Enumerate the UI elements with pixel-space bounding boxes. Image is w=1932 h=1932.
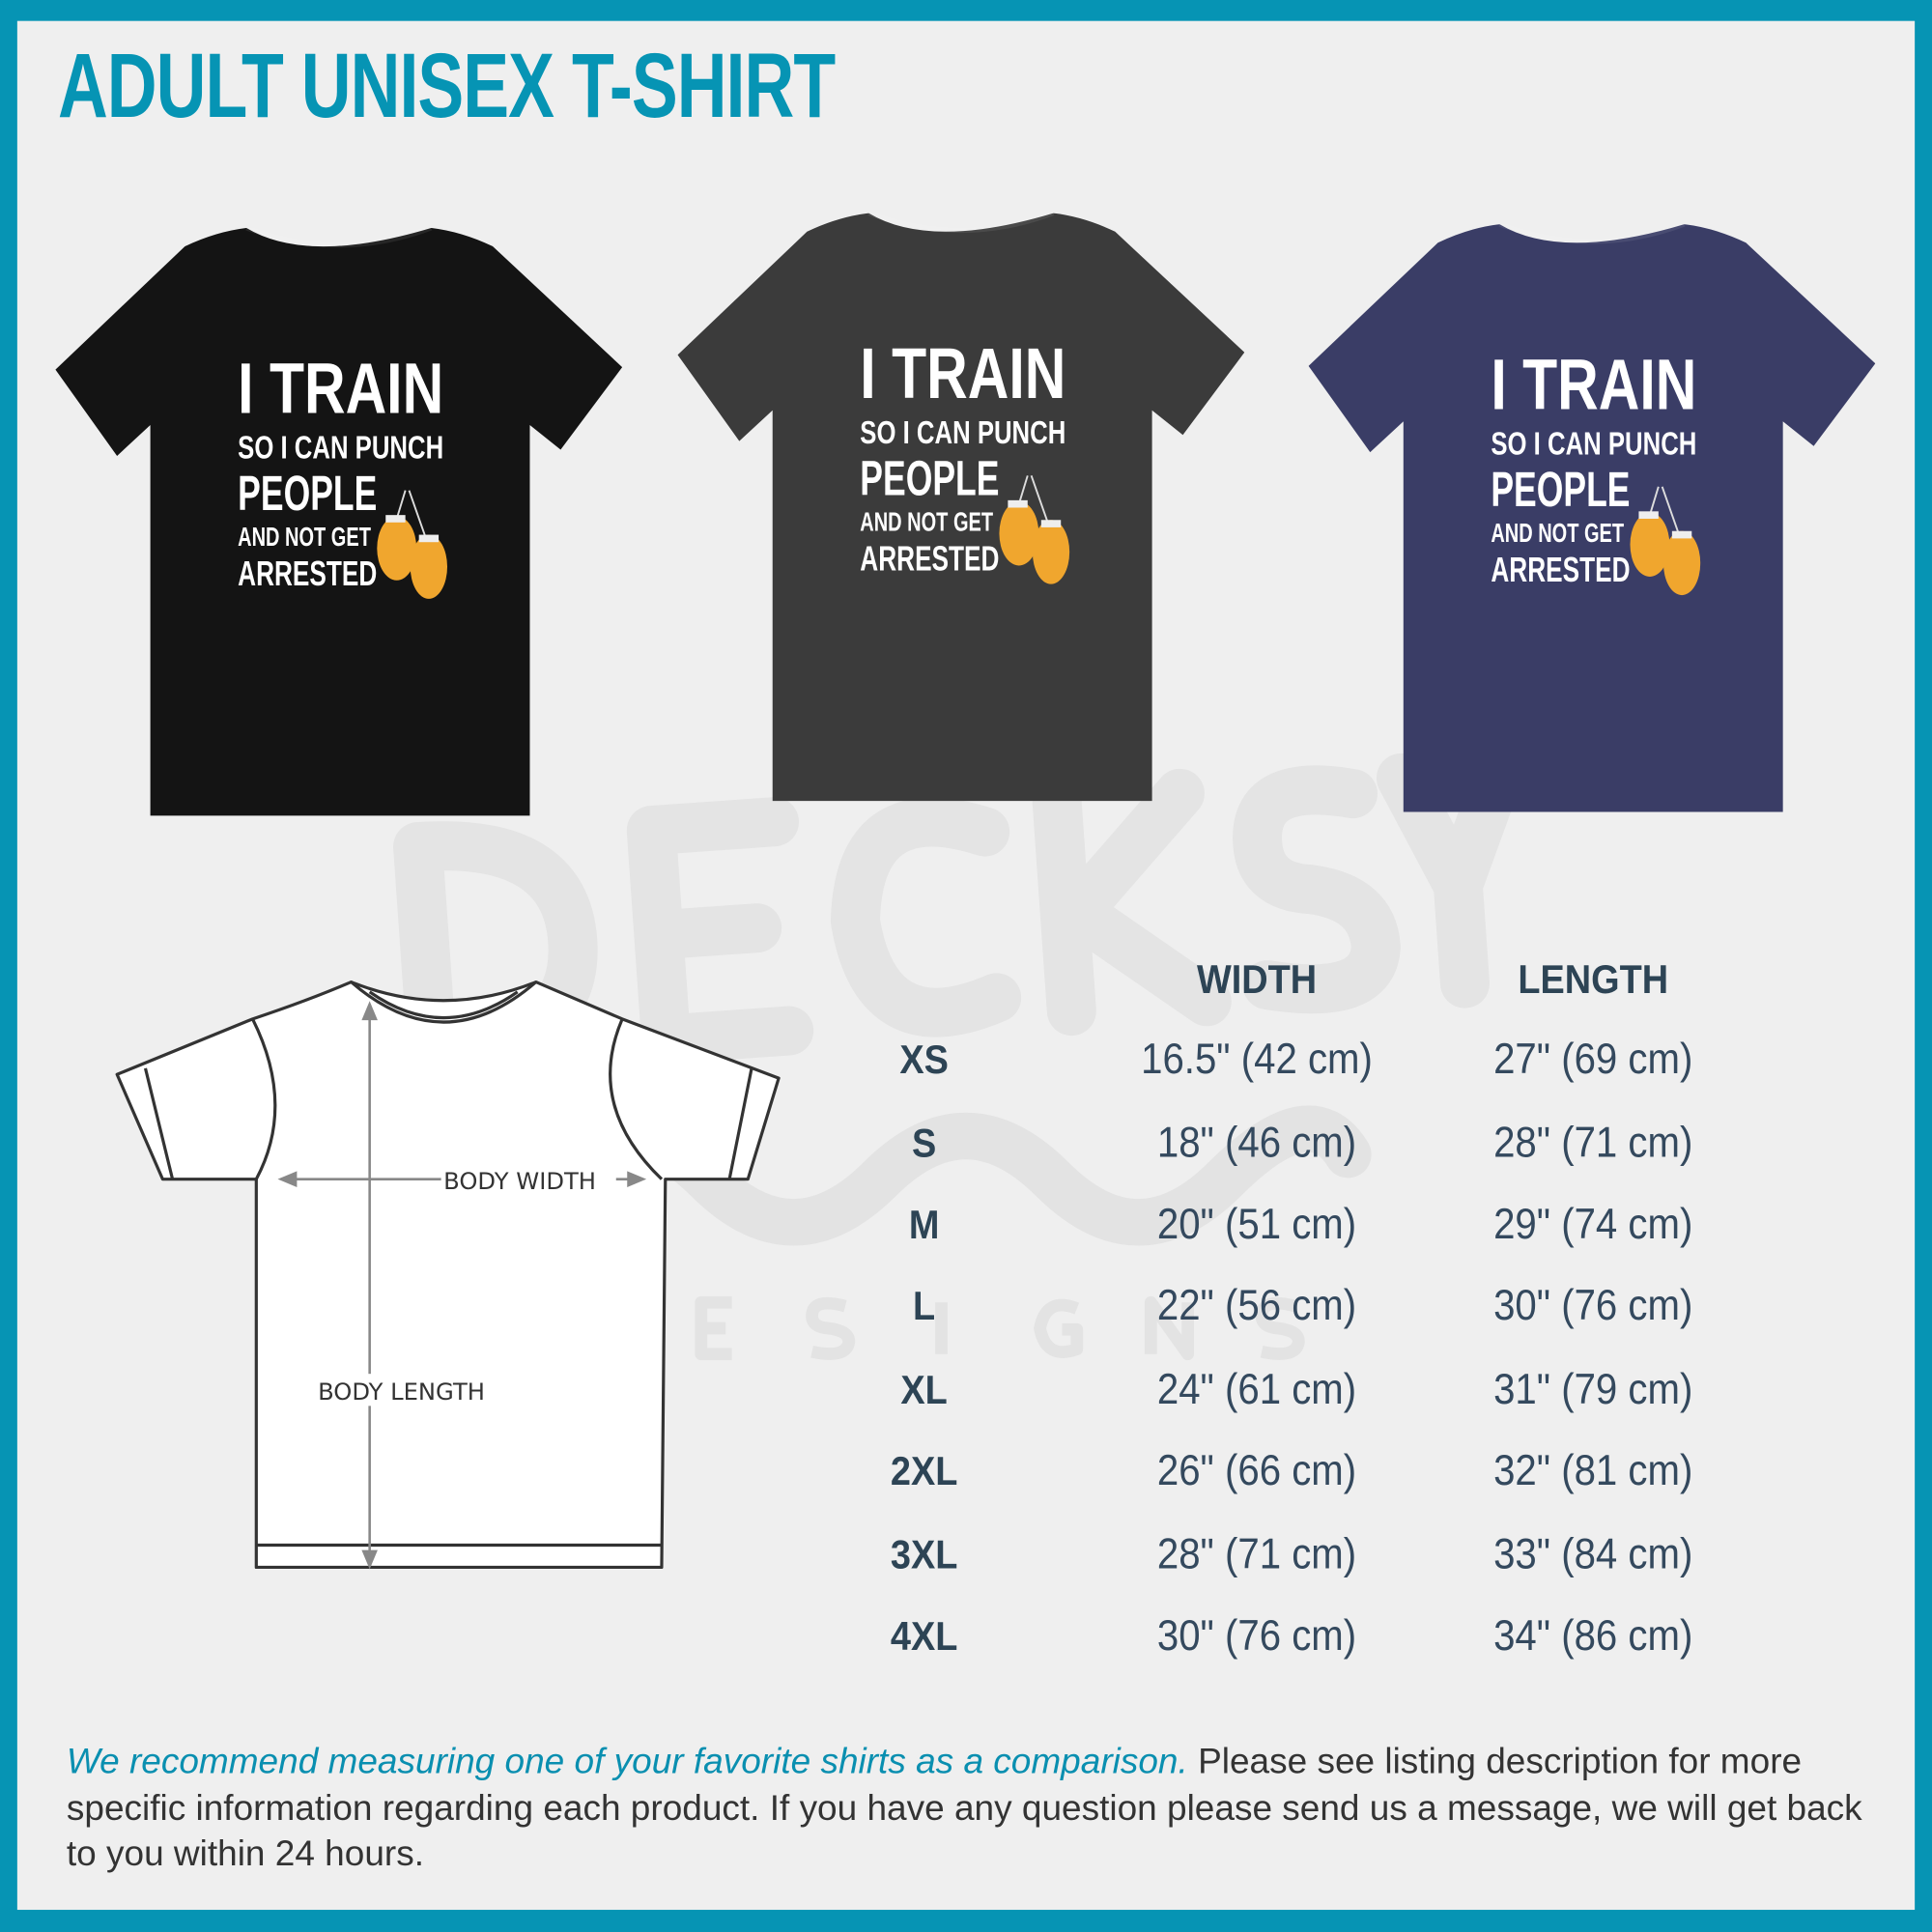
shirt-print-line: SO I CAN PUNCH (860, 415, 1065, 451)
size-label: L (913, 1282, 936, 1328)
width-value: 16.5" (42 cm) (1141, 1035, 1373, 1084)
footer-highlight: We recommend measuring one of your favor… (66, 1742, 1188, 1782)
shirt-print-line: I TRAIN (1491, 344, 1696, 424)
shirt-dark-grey[interactable]: I TRAIN SO I CAN PUNCH PEOPLE AND NOT GET AR… (677, 211, 1245, 805)
shirt-body (677, 213, 1245, 802)
content-panel: ADULT UNISEX T-SHIRT I TRAIN SO I CAN PUN… (16, 20, 1916, 1911)
boxing-gloves-icon (999, 475, 1070, 584)
shirt-print-line: SO I CAN PUNCH (1491, 427, 1696, 463)
shirt-print-line: PEOPLE (1491, 462, 1630, 517)
shirt-body (1308, 224, 1876, 812)
shirt-print-line: PEOPLE (238, 466, 377, 521)
length-value: 29" (74 cm) (1493, 1200, 1693, 1249)
width-value: 24" (61 cm) (1156, 1365, 1357, 1414)
footer-note: We recommend measuring one of your favor… (67, 1740, 1878, 1878)
width-value: 30" (76 cm) (1156, 1611, 1357, 1661)
size-label: M (908, 1201, 940, 1247)
length-value: 31" (79 cm) (1493, 1365, 1693, 1414)
length-value: 32" (81 cm) (1493, 1446, 1693, 1495)
size-label: 4XL (890, 1612, 958, 1659)
length-value: 27" (69 cm) (1493, 1035, 1693, 1084)
shirt-print-line: AND NOT GET (238, 522, 371, 552)
shirt-navy[interactable]: I TRAIN SO I CAN PUNCH PEOPLE AND NOT GET AR… (1308, 221, 1876, 815)
tshirt-measurement-diagram: BODY WIDTH BODY LENGTH (115, 980, 781, 1570)
boxing-gloves-icon (1630, 486, 1701, 596)
shirt-print-line: ARRESTED (238, 554, 377, 593)
size-label: XS (899, 1036, 949, 1082)
body-length-label: BODY LENGTH (318, 1378, 485, 1406)
footer-text: Please see listing description for more … (66, 1742, 1862, 1875)
length-value: 34" (86 cm) (1493, 1611, 1693, 1661)
shirt-print-line: SO I CAN PUNCH (238, 430, 443, 466)
shirt-print-line: AND NOT GET (860, 507, 993, 537)
body-width-label: BODY WIDTH (443, 1168, 596, 1195)
shirt-print-line: I TRAIN (860, 333, 1065, 413)
width-value: 26" (66 cm) (1156, 1446, 1357, 1495)
width-value: 22" (56 cm) (1156, 1281, 1357, 1330)
width-value: 20" (51 cm) (1156, 1200, 1357, 1249)
shirt-print-line: AND NOT GET (1491, 518, 1624, 548)
length-value: 28" (71 cm) (1493, 1119, 1693, 1167)
page-title: ADULT UNISEX T-SHIRT (57, 34, 836, 137)
shirt-print-line: PEOPLE (860, 451, 999, 506)
header-length: LENGTH (1518, 955, 1669, 1002)
shirt-print-line: ARRESTED (1491, 551, 1630, 589)
boxing-gloves-icon (377, 490, 448, 599)
shirt-print-line: ARRESTED (860, 540, 999, 579)
size-label: 3XL (890, 1531, 958, 1577)
shirt-body (55, 227, 623, 816)
size-label: 2XL (890, 1447, 958, 1493)
width-value: 28" (71 cm) (1156, 1530, 1357, 1578)
size-label: S (911, 1120, 937, 1166)
shirt-black[interactable]: I TRAIN SO I CAN PUNCH PEOPLE AND NOT GET AR… (55, 225, 623, 819)
shirt-print-line: I TRAIN (238, 348, 443, 428)
length-value: 33" (84 cm) (1493, 1530, 1693, 1578)
size-label: XL (900, 1366, 948, 1412)
length-value: 30" (76 cm) (1493, 1281, 1693, 1330)
header-width: WIDTH (1196, 955, 1318, 1002)
width-value: 18" (46 cm) (1156, 1119, 1357, 1167)
